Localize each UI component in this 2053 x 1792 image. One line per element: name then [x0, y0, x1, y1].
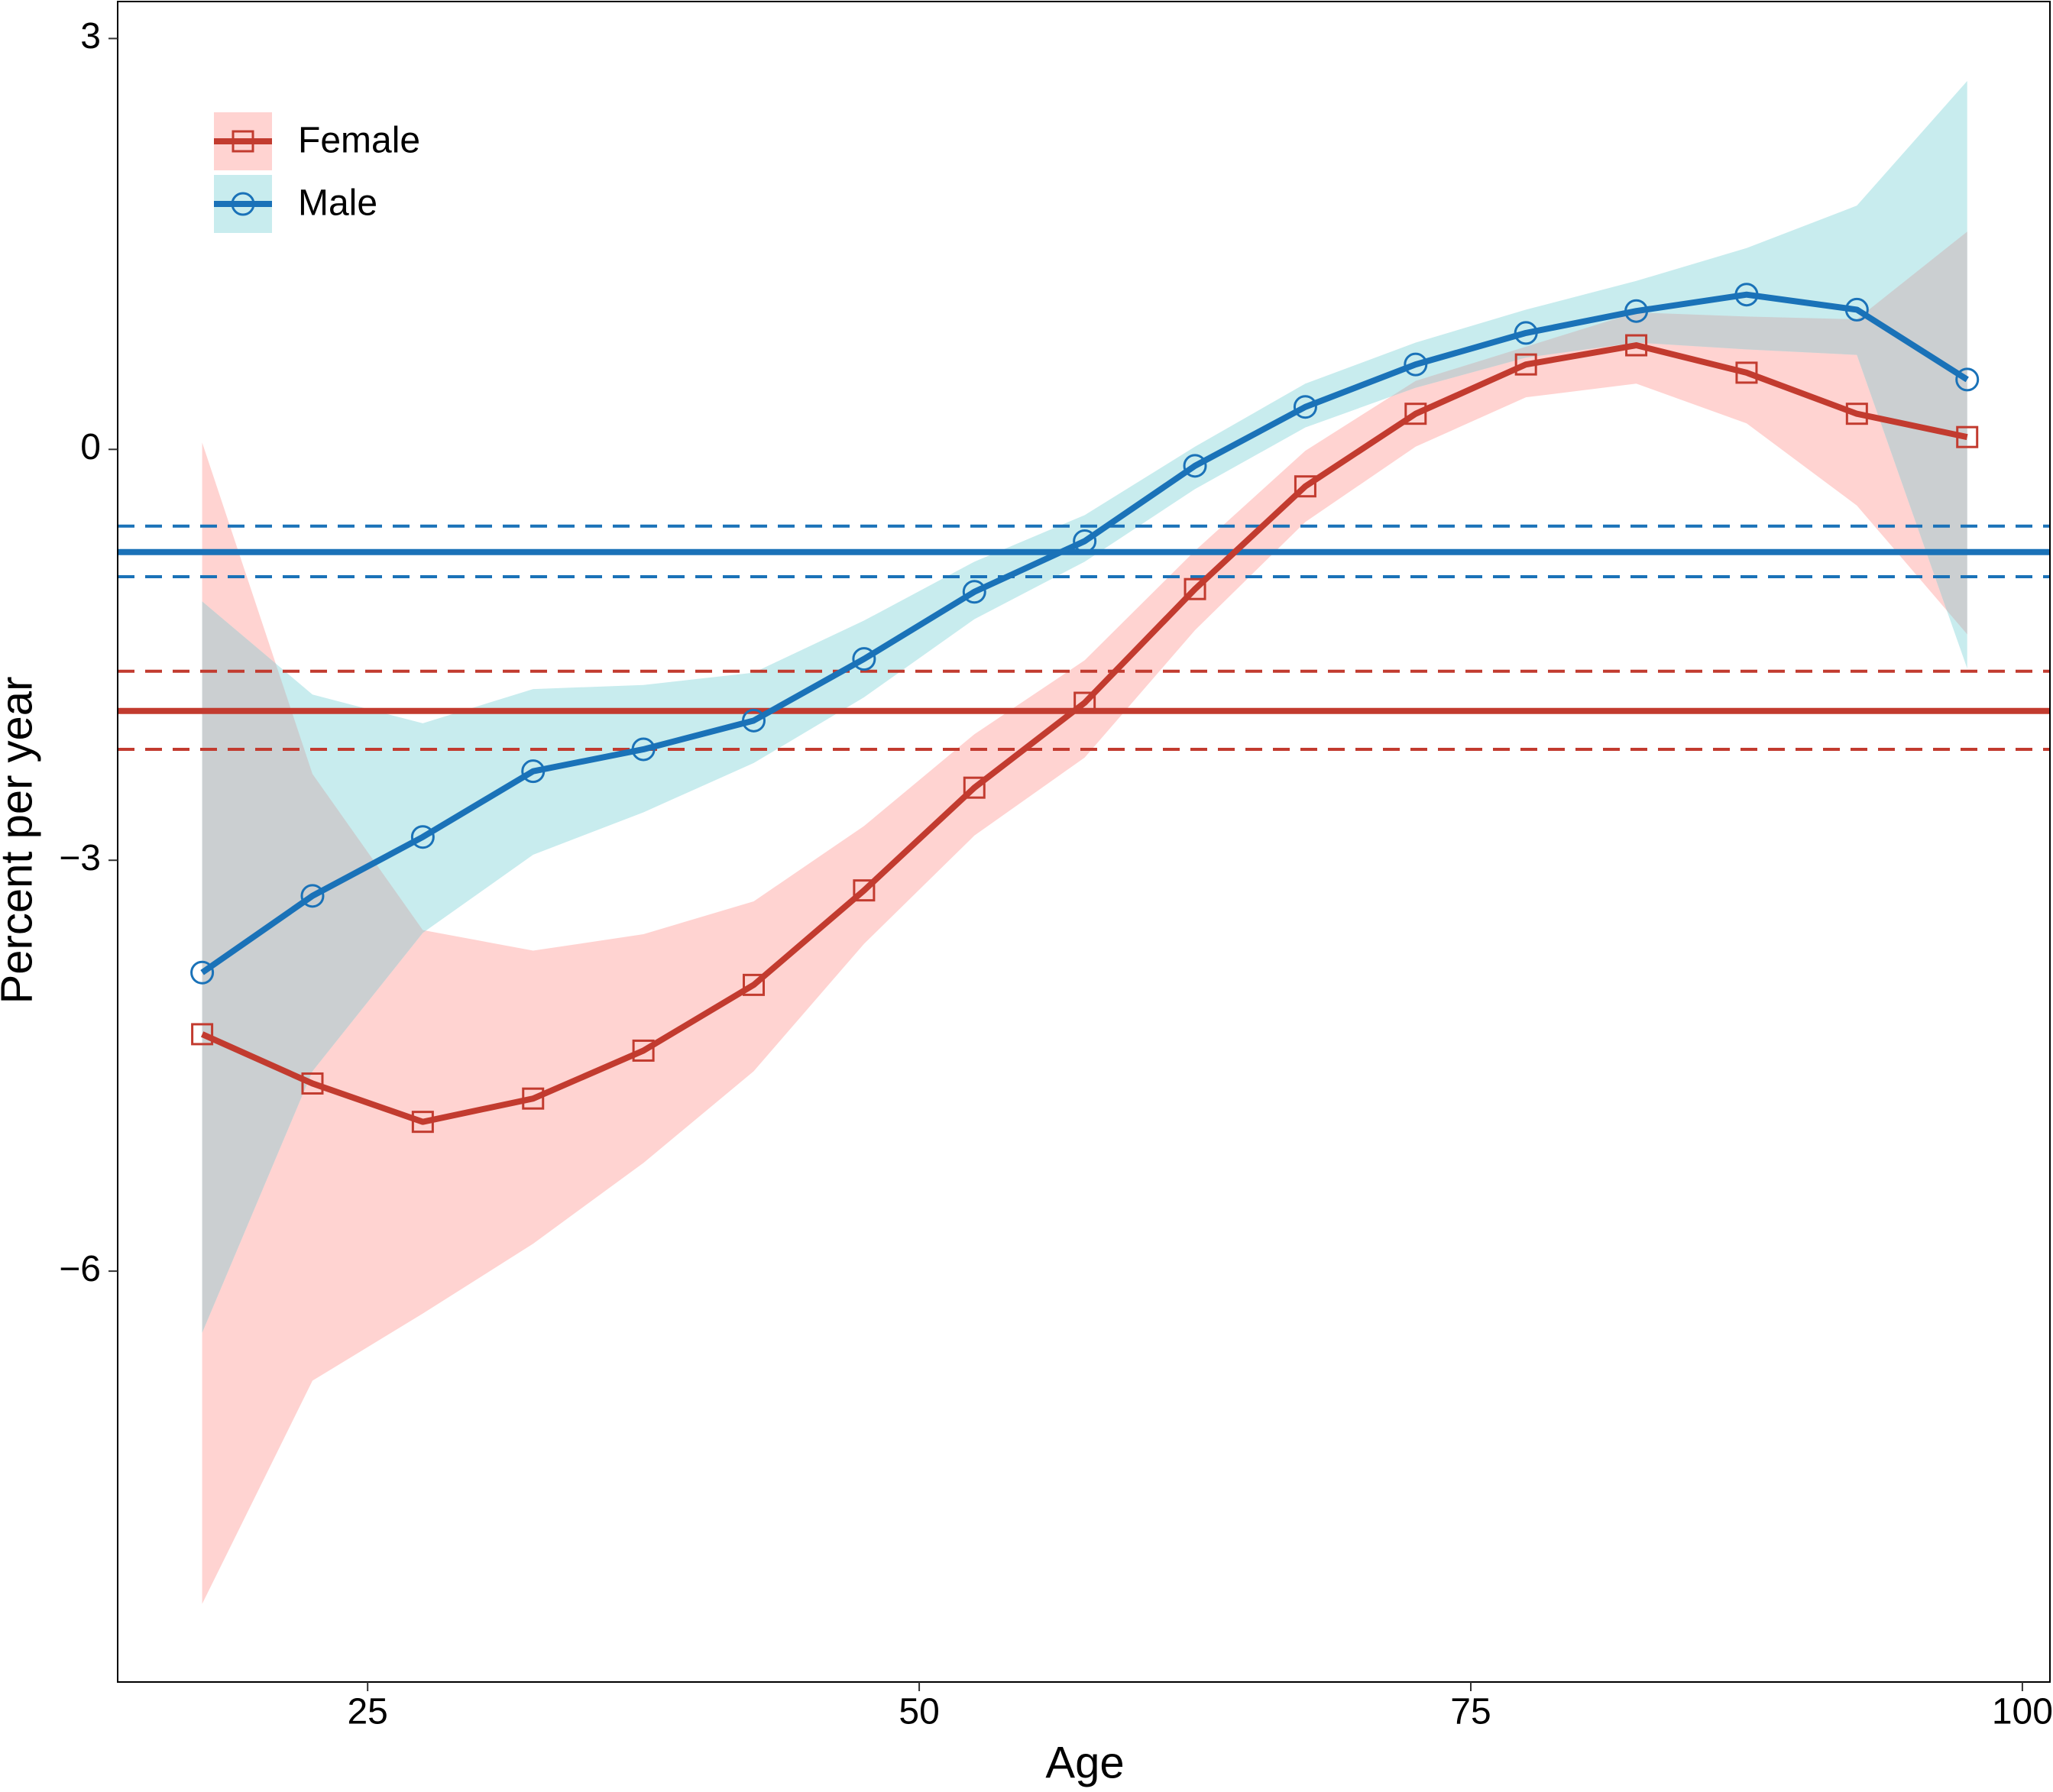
y-tick-label: 3 [80, 16, 101, 57]
marker [522, 1087, 545, 1110]
marker [1404, 403, 1427, 425]
y-axis-title: Percent per year [0, 677, 41, 1004]
marker [852, 647, 876, 671]
marker [521, 759, 546, 784]
marker [301, 1072, 324, 1095]
x-tick-label: 75 [1450, 1692, 1491, 1732]
confidence-band [202, 80, 1967, 1333]
marker [743, 973, 766, 996]
marker [632, 1039, 655, 1062]
legend-marker [231, 192, 255, 216]
marker [1073, 691, 1096, 714]
x-tick-label: 25 [347, 1692, 387, 1732]
x-axis-title: Age [1045, 1738, 1124, 1787]
legend-marker [232, 130, 254, 153]
marker [410, 825, 435, 849]
marker [1404, 352, 1428, 377]
plot-frame [117, 1, 2051, 1683]
marker [411, 1111, 434, 1134]
marker [963, 776, 986, 799]
marker [1294, 475, 1316, 498]
marker [1625, 334, 1648, 357]
marker [300, 884, 325, 908]
marker [1844, 297, 1869, 322]
marker [1183, 454, 1207, 478]
marker [1956, 425, 1979, 448]
marker [1845, 403, 1868, 425]
marker [962, 580, 986, 604]
series-line [200, 291, 1969, 975]
marker [1073, 529, 1097, 553]
legend-label: Female [298, 121, 420, 161]
marker [1624, 299, 1649, 323]
marker [853, 879, 876, 902]
x-tick-label: 50 [899, 1692, 939, 1732]
marker [1184, 577, 1206, 600]
marker [191, 1023, 214, 1046]
marker [631, 737, 656, 762]
y-tick-label: −3 [59, 838, 101, 878]
marker [1735, 361, 1758, 384]
marker [1514, 353, 1537, 376]
marker [1734, 283, 1759, 307]
x-tick-label: 100 [1992, 1692, 2053, 1732]
marker [1955, 367, 1980, 392]
series-line [200, 342, 1968, 1125]
marker [1293, 395, 1317, 419]
y-tick-label: 0 [80, 427, 101, 467]
legend-label: Male [298, 183, 377, 224]
marker [190, 960, 215, 985]
confidence-band [202, 231, 1967, 1604]
marker [742, 708, 766, 733]
marker [1514, 321, 1538, 345]
y-tick-label: −6 [59, 1249, 101, 1289]
